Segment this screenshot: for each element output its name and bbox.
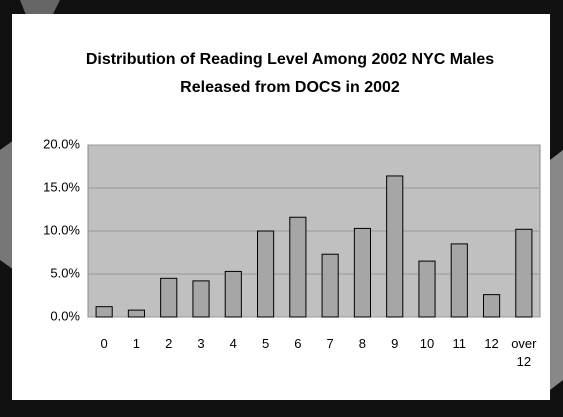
x-tick-label: 5 <box>261 336 270 351</box>
x-tick-label: 0 <box>100 336 108 351</box>
x-tick-label: 4 <box>229 336 237 351</box>
bar <box>515 228 533 318</box>
bar <box>321 253 339 318</box>
bar <box>257 230 275 318</box>
bar <box>289 216 307 318</box>
x-tick-label: 6 <box>294 336 302 351</box>
bar <box>353 227 372 318</box>
bar <box>127 309 146 318</box>
y-tick-label: 5.0% <box>50 265 80 280</box>
y-tick-label: 20.0% <box>43 136 80 151</box>
x-tick-label: 11 <box>452 336 467 351</box>
x-tick-label: 3 <box>197 336 205 351</box>
bar <box>450 243 468 318</box>
x-tick-label: 8 <box>358 336 367 351</box>
decoration <box>550 150 563 390</box>
x-tick-label: 7 <box>326 336 334 351</box>
x-tick-label: 12 <box>484 336 499 351</box>
y-tick-label: 0.0% <box>50 308 80 323</box>
x-tick-label: 2 <box>165 336 173 351</box>
y-tick-label: 15.0% <box>43 179 80 194</box>
bar <box>160 277 178 318</box>
chart-title: Distribution of Reading Level Among 2002… <box>86 51 494 68</box>
bar <box>224 270 242 318</box>
x-tick-label: over 12 <box>511 336 537 369</box>
bar <box>418 260 436 318</box>
x-tick-label: 1 <box>132 336 141 351</box>
bar <box>386 175 404 318</box>
decoration <box>0 140 14 270</box>
chart-title: Released from DOCS in 2002 <box>180 79 400 96</box>
bar <box>483 294 501 318</box>
x-tick-label: 10 <box>419 336 435 351</box>
bar <box>95 306 113 318</box>
bar <box>192 280 210 318</box>
x-tick-label: 9 <box>391 336 399 351</box>
y-tick-label: 10.0% <box>43 222 80 237</box>
